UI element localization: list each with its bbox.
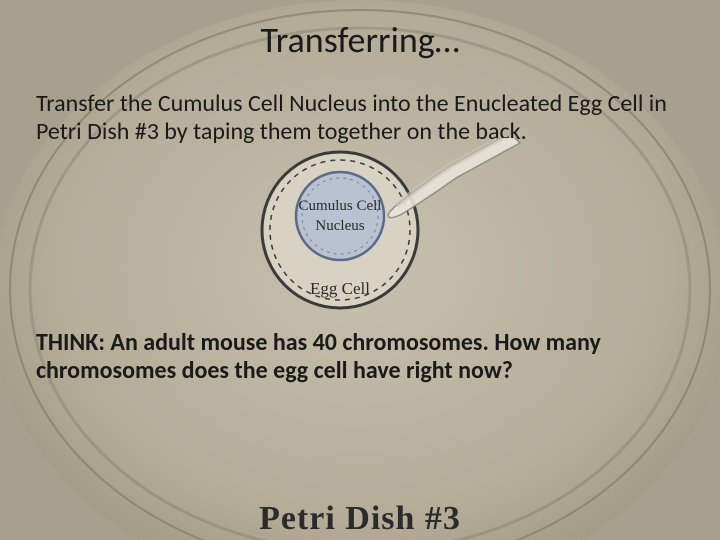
petri-dish-label: Petri Dish #3: [259, 500, 461, 538]
think-question: THINK: An adult mouse has 40 chromosomes…: [36, 329, 684, 384]
pipette-icon: [388, 138, 520, 218]
cumulus-nucleus-circle: [296, 172, 384, 260]
cell-diagram-svg: Cumulus Cell Nucleus Egg Cell: [190, 138, 530, 328]
egg-cell-label: Egg Cell: [310, 279, 370, 298]
slide-title: Transferring…: [36, 18, 684, 62]
instruction-text: Transfer the Cumulus Cell Nucleus into t…: [36, 90, 684, 145]
nucleus-label-line1: Cumulus Cell: [299, 198, 382, 214]
cell-diagram: Cumulus Cell Nucleus Egg Cell: [36, 143, 684, 323]
nucleus-label-line2: Nucleus: [315, 218, 364, 234]
